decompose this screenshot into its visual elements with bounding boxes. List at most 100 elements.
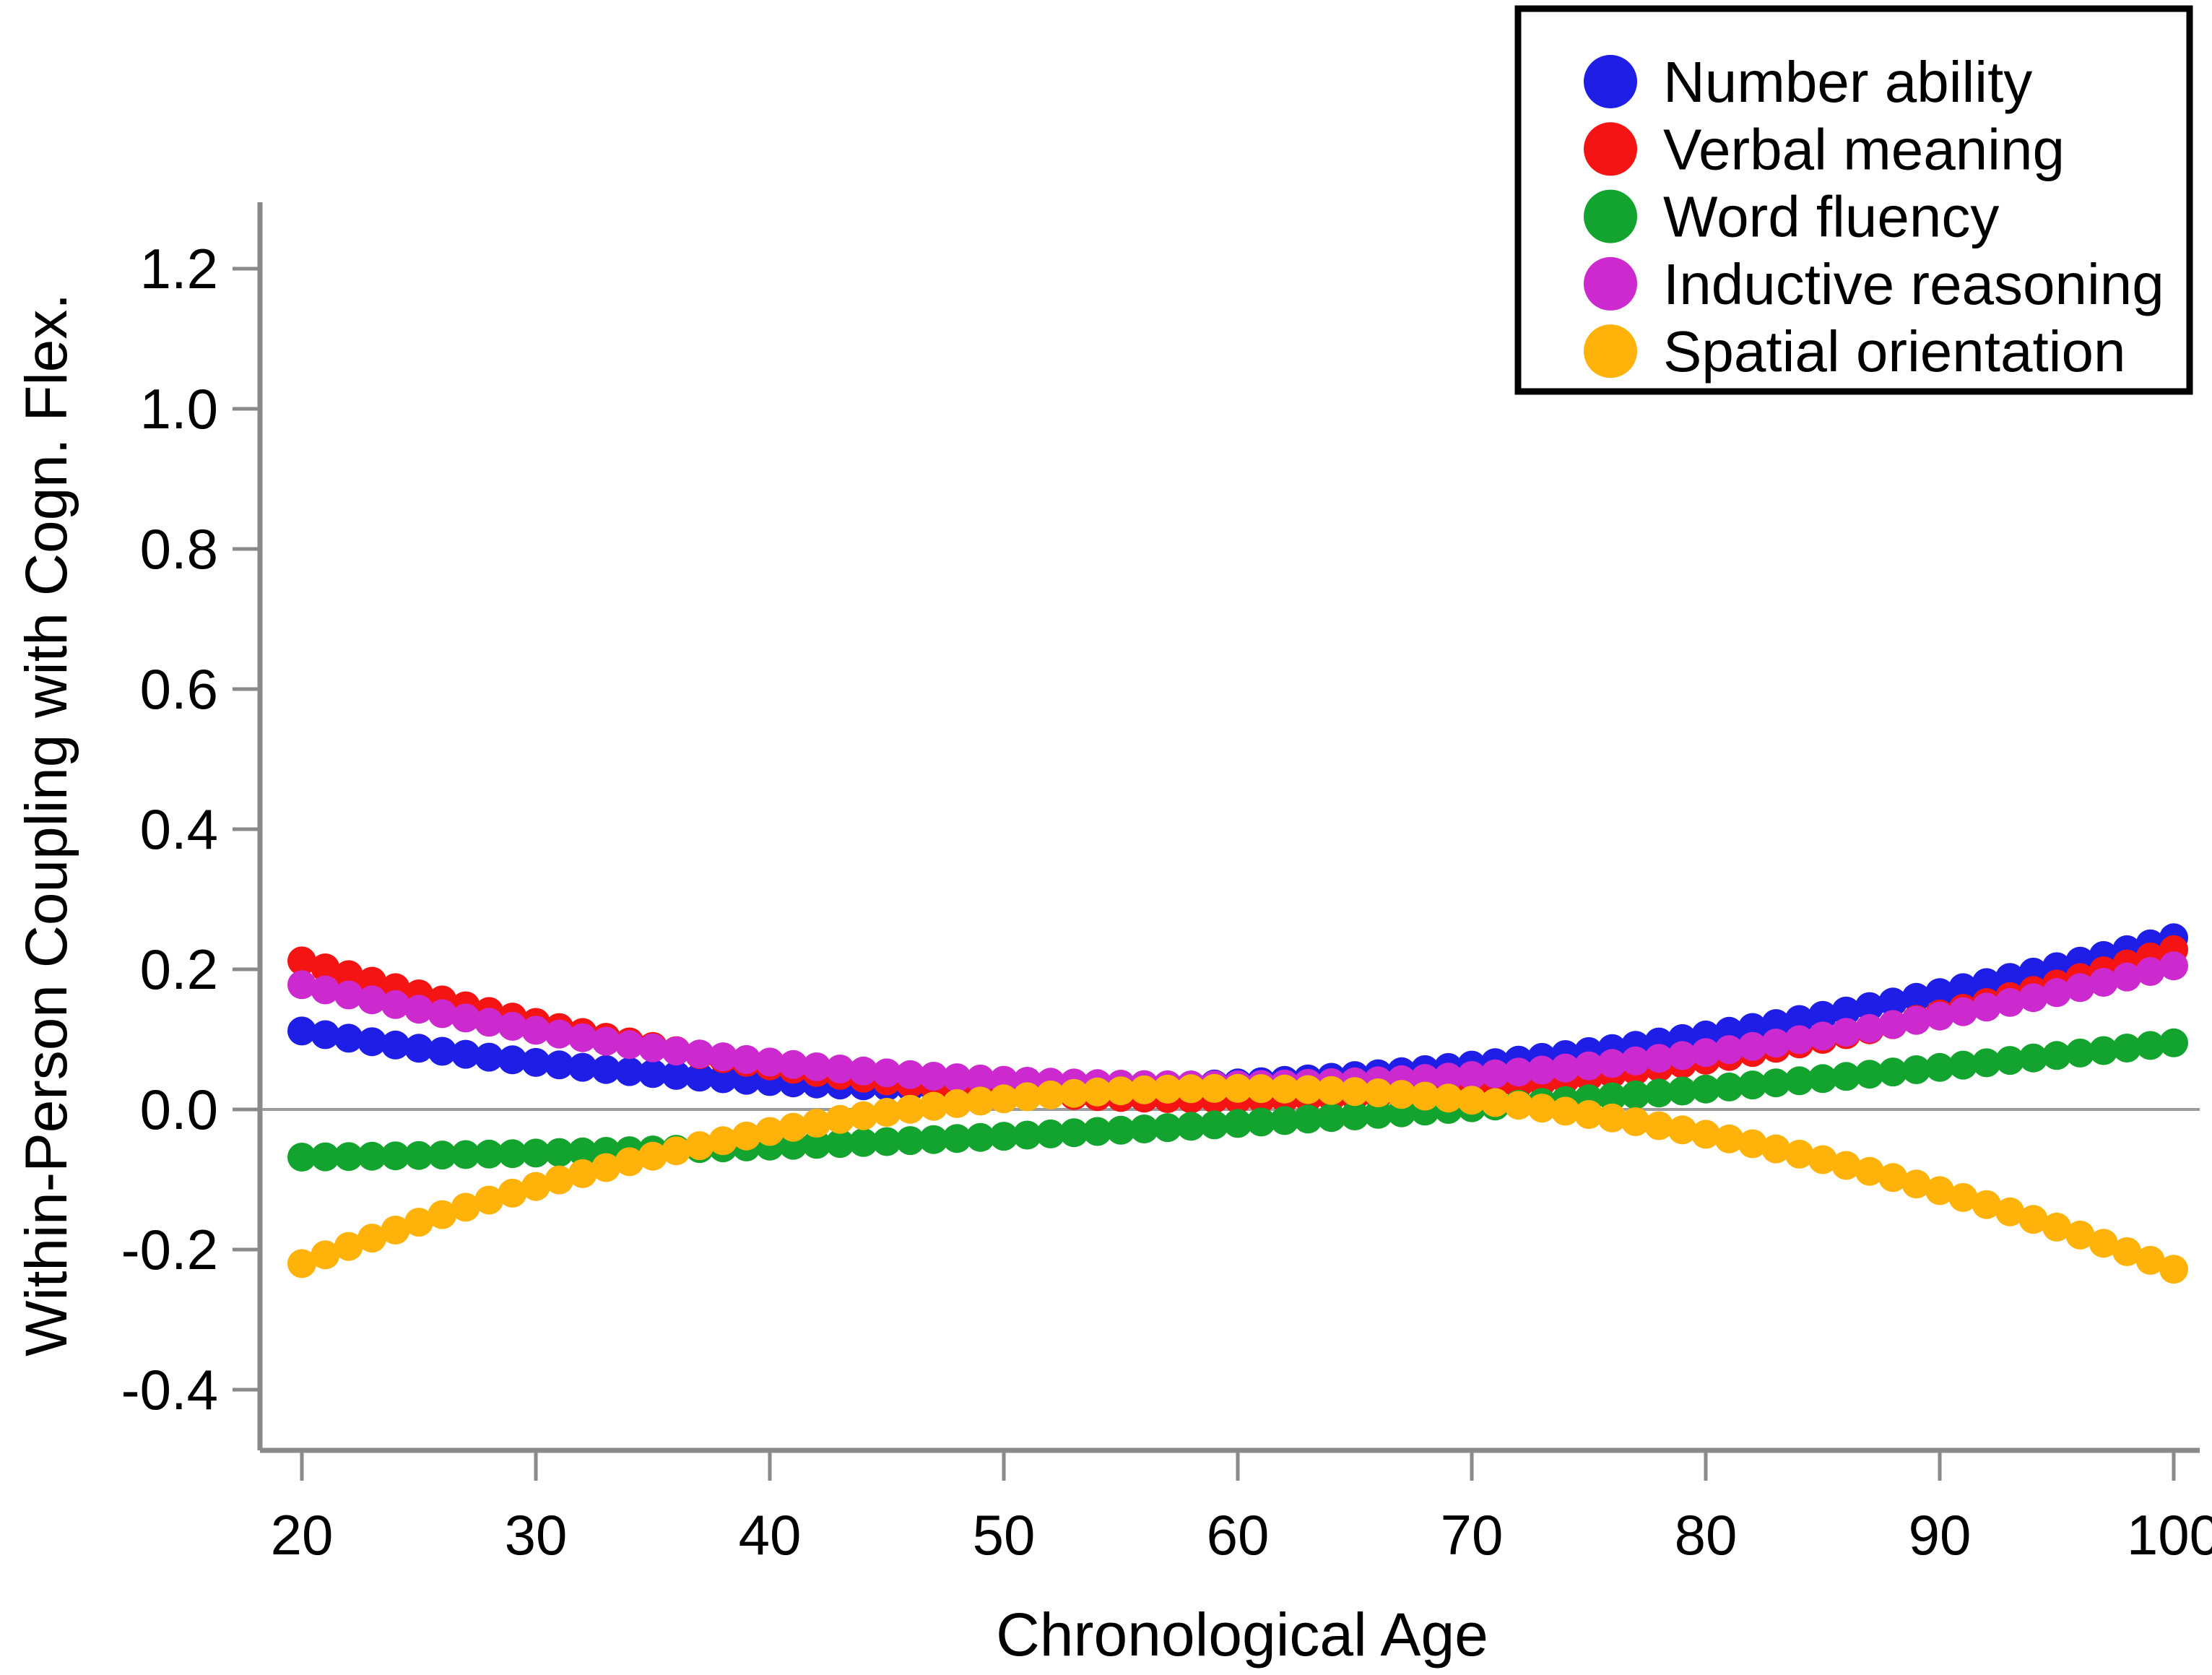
- data-point-spatial-orientation: [1714, 1124, 1744, 1154]
- y-tick-label: 0.0: [140, 1078, 218, 1141]
- data-point-word-fluency: [872, 1127, 901, 1156]
- data-point-spatial-orientation: [1738, 1129, 1767, 1159]
- data-point-spatial-orientation: [1504, 1091, 1533, 1120]
- data-point-inductive-reasoning: [451, 1003, 480, 1033]
- data-point-spatial-orientation: [1550, 1096, 1580, 1126]
- data-point-spatial-orientation: [1270, 1074, 1299, 1104]
- data-point-spatial-orientation: [1410, 1081, 1440, 1111]
- data-point-number-ability: [1808, 1000, 1837, 1030]
- data-point-inductive-reasoning: [1972, 992, 2001, 1022]
- data-point-inductive-reasoning: [334, 980, 363, 1010]
- data-point-spatial-orientation: [1340, 1077, 1369, 1107]
- y-tick-label: 0.6: [140, 657, 218, 721]
- data-point-word-fluency: [2018, 1043, 2048, 1073]
- data-point-spatial-orientation: [1106, 1076, 1135, 1106]
- data-point-spatial-orientation: [1644, 1111, 1674, 1141]
- legend-swatch-1: [1584, 122, 1637, 176]
- data-point-word-fluency: [1176, 1112, 1206, 1141]
- y-tick-label: -0.4: [121, 1358, 218, 1421]
- data-point-spatial-orientation: [1574, 1100, 1603, 1129]
- data-point-word-fluency: [2159, 1028, 2188, 1057]
- data-point-number-ability: [1925, 978, 1954, 1008]
- data-point-word-fluency: [1738, 1070, 1767, 1100]
- data-point-word-fluency: [1597, 1082, 1627, 1112]
- data-point-inductive-reasoning: [2135, 957, 2165, 986]
- data-point-number-ability: [381, 1030, 410, 1060]
- data-point-word-fluency: [989, 1122, 1018, 1151]
- data-point-word-fluency: [1808, 1064, 1837, 1094]
- data-point-inductive-reasoning: [1667, 1041, 1697, 1070]
- data-point-spatial-orientation: [287, 1249, 316, 1278]
- data-point-number-ability: [428, 1036, 457, 1066]
- data-point-inductive-reasoning: [1831, 1018, 1861, 1047]
- data-point-spatial-orientation: [1855, 1156, 1884, 1186]
- data-point-spatial-orientation: [1831, 1151, 1861, 1180]
- data-point-spatial-orientation: [942, 1088, 972, 1118]
- data-point-number-ability: [287, 1016, 316, 1046]
- data-point-spatial-orientation: [919, 1091, 948, 1121]
- y-axis-ticks: 1.2 1.0 0.8 0.6 0.4 0.2 0.0 -0.2 -0.4: [121, 237, 260, 1421]
- data-point-spatial-orientation: [521, 1172, 550, 1201]
- data-point-inductive-reasoning: [825, 1055, 855, 1083]
- data-point-spatial-orientation: [1317, 1075, 1346, 1105]
- data-point-inductive-reasoning: [1808, 1021, 1837, 1051]
- data-point-spatial-orientation: [1761, 1134, 1791, 1164]
- data-point-word-fluency: [1784, 1066, 1814, 1096]
- data-point-inductive-reasoning: [568, 1023, 597, 1052]
- data-point-word-fluency: [2042, 1041, 2071, 1070]
- data-point-spatial-orientation: [1293, 1075, 1323, 1104]
- data-point-inductive-reasoning: [778, 1049, 808, 1079]
- data-point-verbal-meaning: [311, 953, 340, 982]
- data-point-word-fluency: [919, 1125, 948, 1154]
- data-point-number-ability: [498, 1045, 527, 1075]
- data-point-inductive-reasoning: [521, 1016, 550, 1045]
- data-point-word-fluency: [1083, 1117, 1112, 1146]
- data-point-spatial-orientation: [1621, 1107, 1650, 1136]
- data-point-spatial-orientation: [404, 1208, 433, 1237]
- data-point-inductive-reasoning: [1597, 1049, 1627, 1078]
- data-point-word-fluency: [1644, 1078, 1674, 1108]
- data-point-spatial-orientation: [895, 1094, 925, 1124]
- data-point-inductive-reasoning: [1644, 1044, 1674, 1073]
- data-point-inductive-reasoning: [1925, 1001, 1954, 1031]
- data-point-inductive-reasoning: [1878, 1010, 1908, 1039]
- data-point-word-fluency: [1223, 1109, 1252, 1138]
- data-point-inductive-reasoning: [966, 1064, 995, 1094]
- data-point-spatial-orientation: [428, 1200, 457, 1229]
- data-point-spatial-orientation: [732, 1121, 761, 1151]
- data-point-word-fluency: [568, 1137, 597, 1167]
- data-point-verbal-meaning: [334, 960, 363, 990]
- y-tick-label: -0.2: [121, 1218, 218, 1281]
- data-point-word-fluency: [2135, 1031, 2165, 1060]
- data-point-word-fluency: [1831, 1062, 1861, 1091]
- data-point-inductive-reasoning: [1457, 1061, 1486, 1090]
- data-point-inductive-reasoning: [942, 1063, 972, 1093]
- data-point-spatial-orientation: [357, 1224, 387, 1253]
- data-point-spatial-orientation: [1667, 1115, 1697, 1145]
- data-point-inductive-reasoning: [311, 975, 340, 1005]
- data-point-word-fluency: [404, 1141, 433, 1170]
- data-point-word-fluency: [1995, 1046, 2025, 1075]
- data-point-inductive-reasoning: [872, 1058, 901, 1088]
- data-point-word-fluency: [2089, 1036, 2118, 1065]
- data-point-number-ability: [591, 1055, 621, 1084]
- data-point-inductive-reasoning: [1504, 1057, 1533, 1087]
- data-point-spatial-orientation: [615, 1147, 644, 1177]
- data-point-word-fluency: [1948, 1050, 1978, 1080]
- data-point-spatial-orientation: [2042, 1212, 2071, 1242]
- data-point-word-fluency: [1106, 1115, 1135, 1145]
- data-point-spatial-orientation: [1176, 1074, 1206, 1104]
- data-point-word-fluency: [1761, 1068, 1791, 1098]
- data-point-spatial-orientation: [311, 1240, 340, 1270]
- data-point-spatial-orientation: [1878, 1163, 1908, 1193]
- data-point-inductive-reasoning: [428, 999, 457, 1029]
- data-point-spatial-orientation: [1597, 1103, 1627, 1133]
- data-point-word-fluency: [1200, 1110, 1229, 1140]
- data-point-inductive-reasoning: [1621, 1046, 1650, 1075]
- data-point-word-fluency: [849, 1128, 878, 1157]
- data-point-inductive-reasoning: [708, 1042, 738, 1072]
- data-point-spatial-orientation: [802, 1109, 831, 1138]
- legend-label-3: Inductive reasoning: [1663, 252, 2164, 316]
- data-point-word-fluency: [1036, 1119, 1065, 1148]
